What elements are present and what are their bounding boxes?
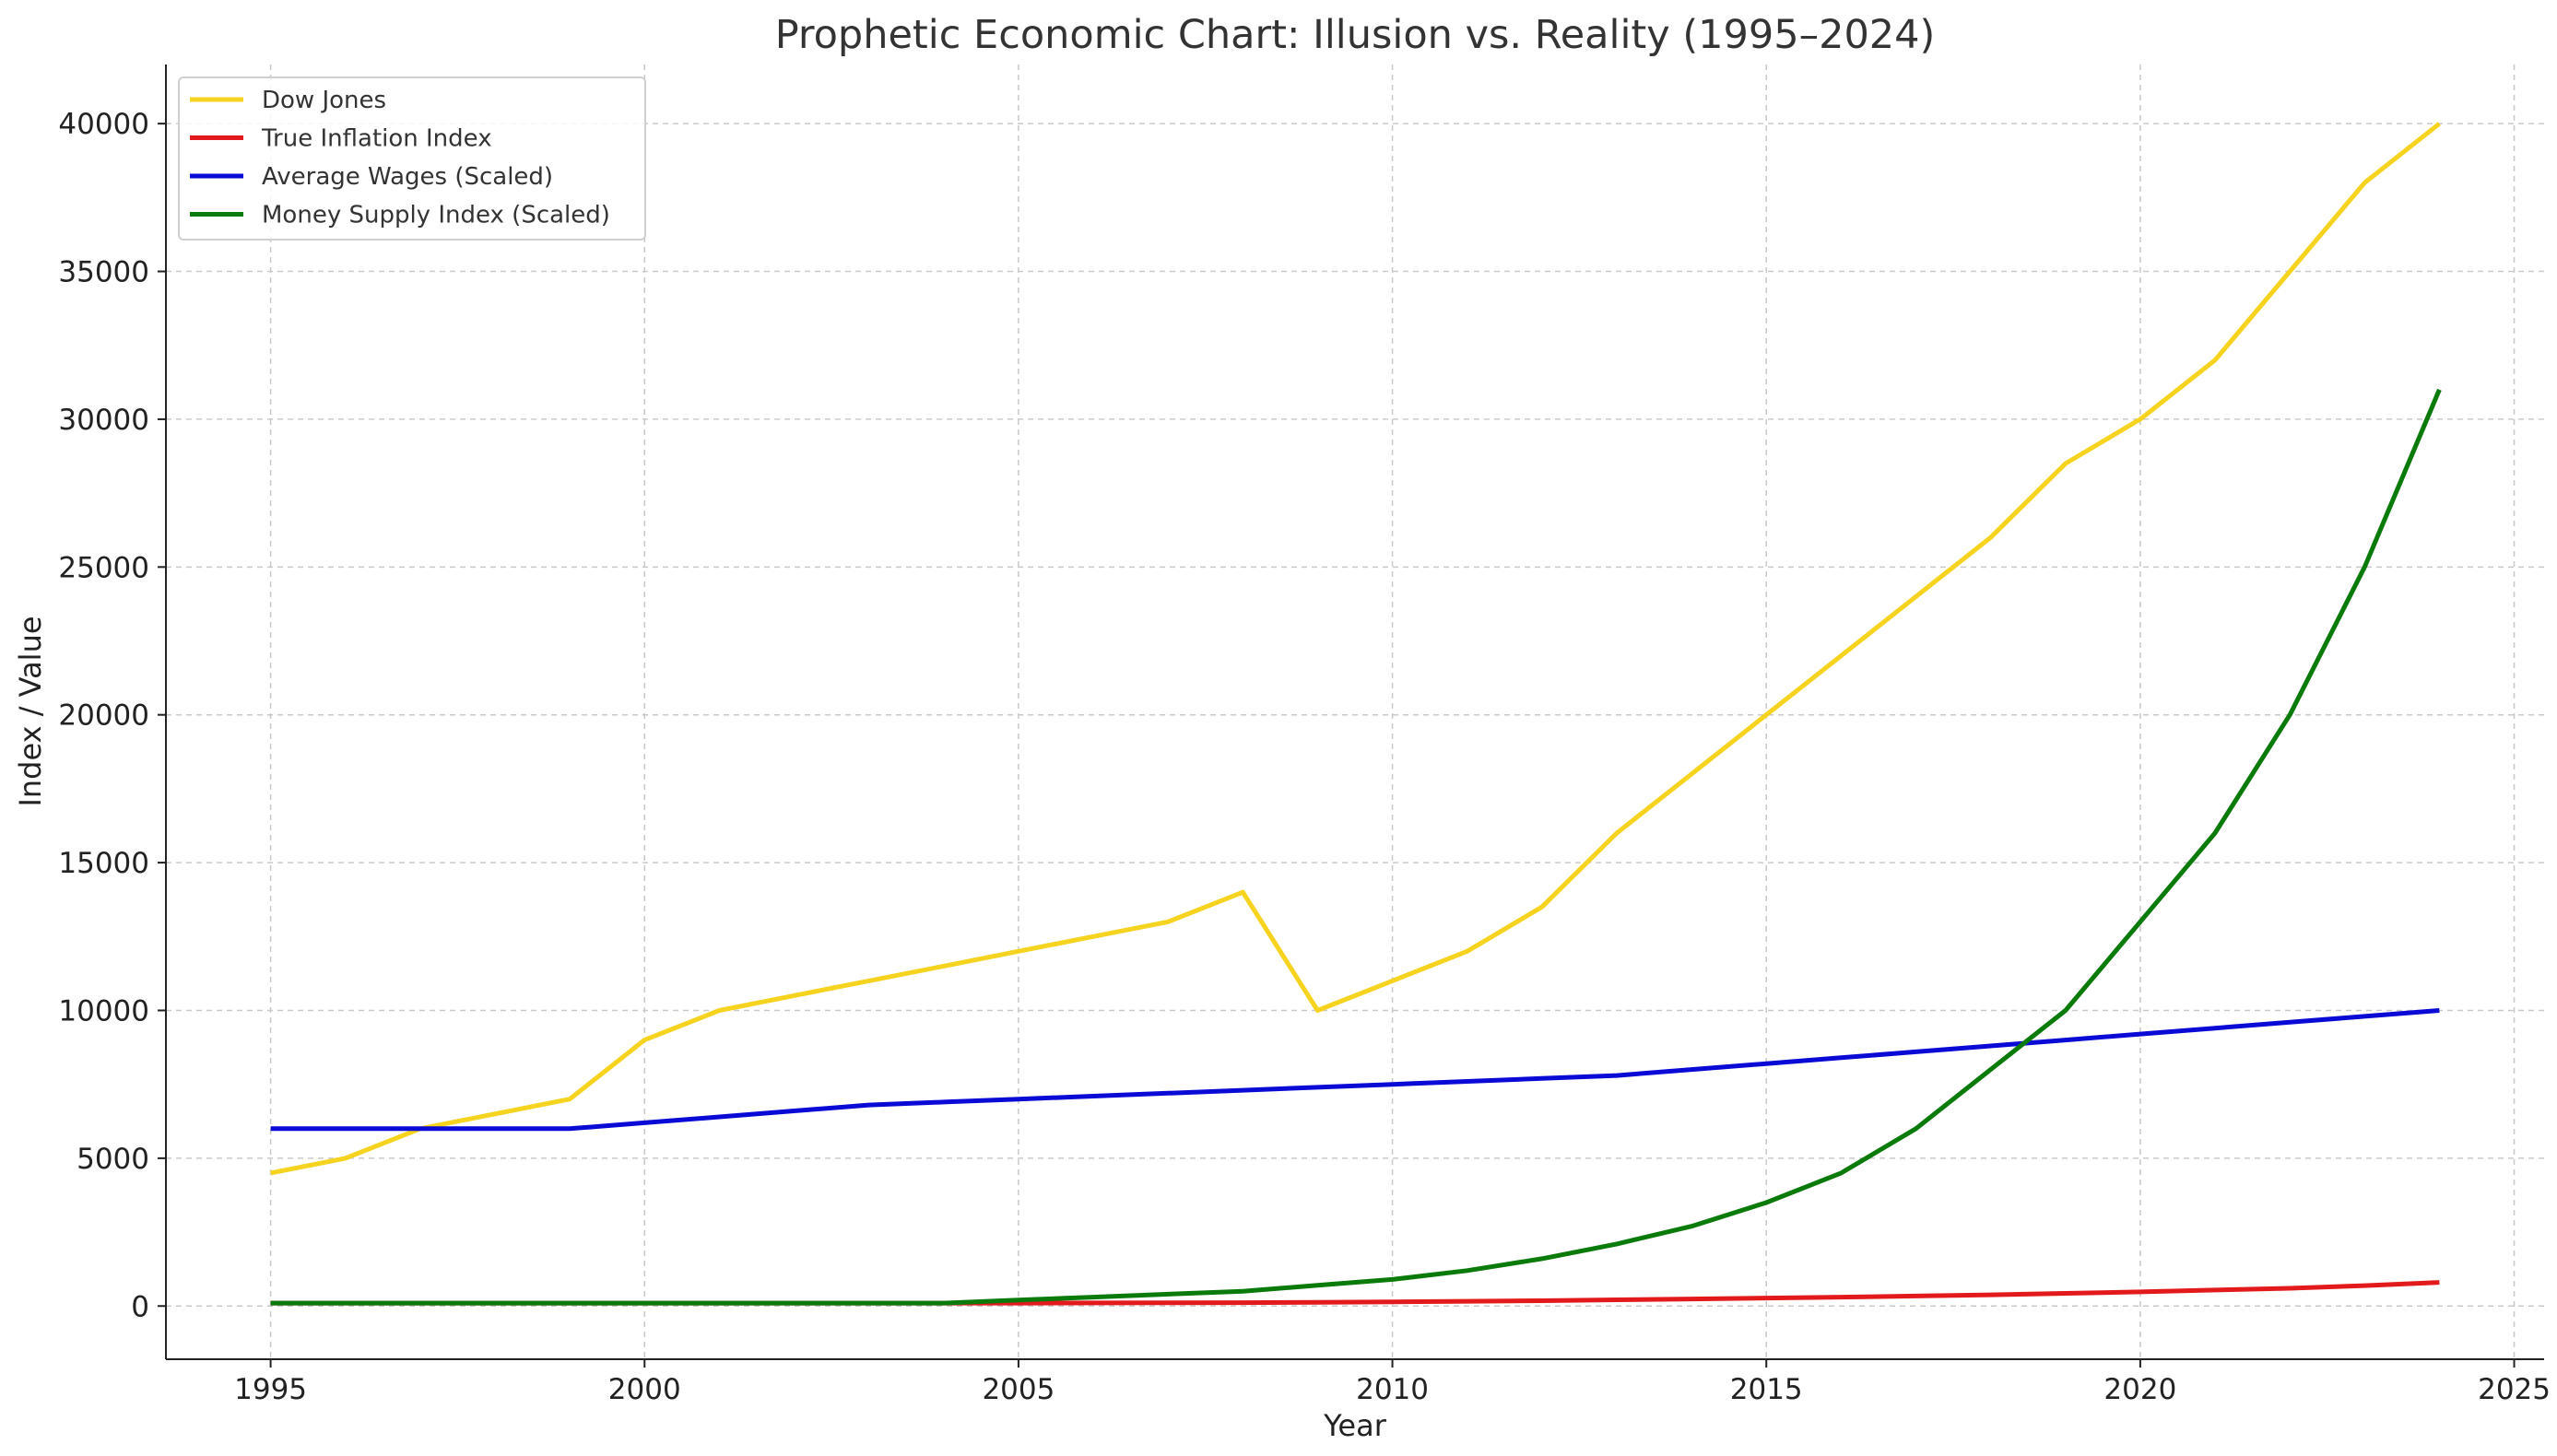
x-axis-label: Year: [1323, 1408, 1387, 1443]
y-tick-label: 20000: [58, 699, 149, 733]
series-line-true-inflation-index: [270, 1280, 2440, 1306]
series-line-dow-jones: [270, 122, 2441, 1176]
y-tick-label: 0: [131, 1290, 149, 1323]
x-tick-label: 2025: [2478, 1373, 2551, 1406]
y-tick-label: 5000: [77, 1143, 149, 1176]
legend-label-dow-jones: Dow Jones: [262, 87, 386, 114]
series: [270, 122, 2442, 1306]
x-tick-label: 2015: [1730, 1373, 1803, 1406]
legend-label-true-inflation-index: True Inflation Index: [261, 125, 492, 153]
ticks: 1995 2000 2005 2010 2015 2020 2025 0 5000 10000 15…: [58, 108, 2551, 1406]
grid: [166, 65, 2544, 1359]
axes: [165, 65, 2544, 1360]
x-tick-label: 2020: [2103, 1373, 2176, 1406]
y-axis-label: Index / Value: [13, 616, 48, 806]
series-line-money-supply-index-scaled: [270, 388, 2442, 1306]
x-tick-label: 1995: [234, 1373, 307, 1406]
chart-title: Prophetic Economic Chart: Illusion vs. R…: [775, 12, 1936, 58]
y-tick-label: 15000: [58, 847, 149, 880]
legend-label-money-supply-index-scaled: Money Supply Index (Scaled): [262, 202, 610, 229]
y-tick-label: 35000: [58, 256, 149, 289]
y-tick-label: 40000: [58, 108, 149, 141]
x-tick-label: 2005: [982, 1373, 1055, 1406]
x-tick-label: 2000: [608, 1373, 681, 1406]
y-tick-label: 10000: [58, 994, 149, 1027]
series-line-average-wages-scaled: [270, 1008, 2440, 1132]
x-tick-label: 2010: [1356, 1373, 1429, 1406]
legend-label-average-wages-scaled: Average Wages (Scaled): [262, 163, 553, 191]
legend: Dow Jones True Inflation Index Average Wag…: [178, 76, 646, 241]
y-tick-label: 25000: [58, 551, 149, 584]
y-tick-label: 30000: [58, 404, 149, 437]
legend-box: [178, 76, 646, 241]
